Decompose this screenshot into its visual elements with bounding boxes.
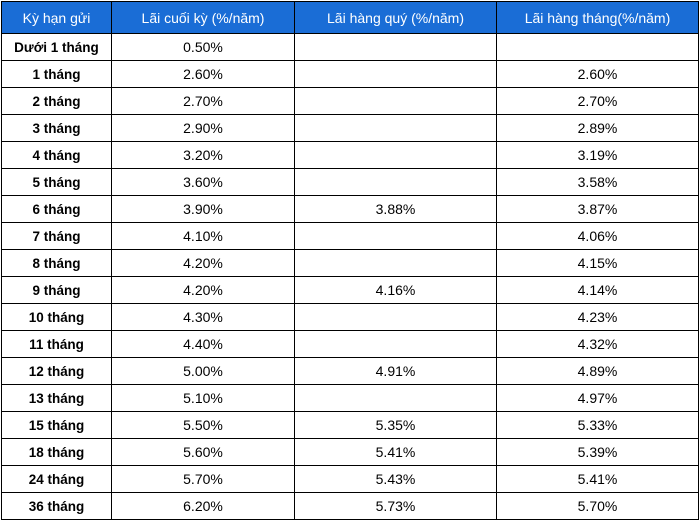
table-row: 18 tháng 5.60% 5.41% 5.39% (1, 438, 699, 466)
monthly-rate-cell: 2.70% (496, 87, 699, 115)
end-of-term-rate-cell: 5.60% (111, 438, 295, 466)
monthly-rate-cell: 3.87% (496, 195, 699, 223)
quarterly-rate-cell (294, 222, 497, 250)
end-of-term-rate-cell: 2.70% (111, 87, 295, 115)
table-header: Kỳ hạn gửi Lãi cuối kỳ (%/năm) Lãi hàng … (1, 1, 699, 34)
term-cell: 18 tháng (1, 438, 112, 466)
header-end-of-term-rate: Lãi cuối kỳ (%/năm) (111, 1, 295, 34)
term-cell: 12 tháng (1, 357, 112, 385)
table-row: 7 tháng 4.10% 4.06% (1, 222, 699, 250)
end-of-term-rate-cell: 5.10% (111, 384, 295, 412)
table-row: 6 tháng 3.90% 3.88% 3.87% (1, 195, 699, 223)
quarterly-rate-cell: 5.41% (294, 438, 497, 466)
table-row: 3 tháng 2.90% 2.89% (1, 114, 699, 142)
end-of-term-rate-cell: 6.20% (111, 492, 295, 520)
quarterly-rate-cell (294, 249, 497, 277)
monthly-rate-cell: 4.06% (496, 222, 699, 250)
end-of-term-rate-cell: 2.60% (111, 60, 295, 88)
monthly-rate-cell: 2.60% (496, 60, 699, 88)
monthly-rate-cell (496, 33, 699, 61)
monthly-rate-cell: 4.15% (496, 249, 699, 277)
monthly-rate-cell: 3.58% (496, 168, 699, 196)
end-of-term-rate-cell: 3.90% (111, 195, 295, 223)
term-cell: 9 tháng (1, 276, 112, 304)
quarterly-rate-cell: 5.73% (294, 492, 497, 520)
end-of-term-rate-cell: 0.50% (111, 33, 295, 61)
monthly-rate-cell: 4.23% (496, 303, 699, 331)
monthly-rate-cell: 4.97% (496, 384, 699, 412)
end-of-term-rate-cell: 4.20% (111, 249, 295, 277)
monthly-rate-cell: 3.19% (496, 141, 699, 169)
monthly-rate-cell: 2.89% (496, 114, 699, 142)
quarterly-rate-cell (294, 33, 497, 61)
end-of-term-rate-cell: 5.50% (111, 411, 295, 439)
table-row: 12 tháng 5.00% 4.91% 4.89% (1, 357, 699, 385)
end-of-term-rate-cell: 2.90% (111, 114, 295, 142)
monthly-rate-cell: 5.41% (496, 465, 699, 493)
table-row: 13 tháng 5.10% 4.97% (1, 384, 699, 412)
term-cell: 36 tháng (1, 492, 112, 520)
header-term: Kỳ hạn gửi (1, 1, 112, 34)
end-of-term-rate-cell: 4.20% (111, 276, 295, 304)
table-row: 1 tháng 2.60% 2.60% (1, 60, 699, 88)
table-row: 8 tháng 4.20% 4.15% (1, 249, 699, 277)
table-row: 4 tháng 3.20% 3.19% (1, 141, 699, 169)
table-row: 24 tháng 5.70% 5.43% 5.41% (1, 465, 699, 493)
header-monthly-rate: Lãi hàng tháng(%/năm) (496, 1, 699, 34)
quarterly-rate-cell (294, 330, 497, 358)
term-cell: 13 tháng (1, 384, 112, 412)
term-cell: 6 tháng (1, 195, 112, 223)
end-of-term-rate-cell: 5.70% (111, 465, 295, 493)
term-cell: 3 tháng (1, 114, 112, 142)
term-cell: 2 tháng (1, 87, 112, 115)
table-row: 10 tháng 4.30% 4.23% (1, 303, 699, 331)
monthly-rate-cell: 4.14% (496, 276, 699, 304)
quarterly-rate-cell (294, 114, 497, 142)
quarterly-rate-cell (294, 303, 497, 331)
table-row: 5 tháng 3.60% 3.58% (1, 168, 699, 196)
quarterly-rate-cell (294, 141, 497, 169)
end-of-term-rate-cell: 4.10% (111, 222, 295, 250)
end-of-term-rate-cell: 4.40% (111, 330, 295, 358)
term-cell: 15 tháng (1, 411, 112, 439)
term-cell: 11 tháng (1, 330, 112, 358)
table-row: 2 tháng 2.70% 2.70% (1, 87, 699, 115)
monthly-rate-cell: 5.70% (496, 492, 699, 520)
term-cell: 24 tháng (1, 465, 112, 493)
term-cell: 7 tháng (1, 222, 112, 250)
quarterly-rate-cell: 5.35% (294, 411, 497, 439)
table-row: 11 tháng 4.40% 4.32% (1, 330, 699, 358)
quarterly-rate-cell (294, 87, 497, 115)
end-of-term-rate-cell: 3.20% (111, 141, 295, 169)
quarterly-rate-cell (294, 168, 497, 196)
end-of-term-rate-cell: 4.30% (111, 303, 295, 331)
quarterly-rate-cell (294, 384, 497, 412)
monthly-rate-cell: 5.39% (496, 438, 699, 466)
quarterly-rate-cell: 4.16% (294, 276, 497, 304)
table-row: 36 tháng 6.20% 5.73% 5.70% (1, 492, 699, 520)
monthly-rate-cell: 4.89% (496, 357, 699, 385)
end-of-term-rate-cell: 3.60% (111, 168, 295, 196)
quarterly-rate-cell: 3.88% (294, 195, 497, 223)
term-cell: 4 tháng (1, 141, 112, 169)
quarterly-rate-cell (294, 60, 497, 88)
term-cell: 10 tháng (1, 303, 112, 331)
quarterly-rate-cell: 4.91% (294, 357, 497, 385)
term-cell: Dưới 1 tháng (1, 33, 112, 61)
term-cell: 1 tháng (1, 60, 112, 88)
end-of-term-rate-cell: 5.00% (111, 357, 295, 385)
header-row: Kỳ hạn gửi Lãi cuối kỳ (%/năm) Lãi hàng … (1, 1, 699, 34)
term-cell: 8 tháng (1, 249, 112, 277)
table-row: 15 tháng 5.50% 5.35% 5.33% (1, 411, 699, 439)
table-row: 9 tháng 4.20% 4.16% 4.14% (1, 276, 699, 304)
header-quarterly-rate: Lãi hàng quý (%/năm) (294, 1, 497, 34)
term-cell: 5 tháng (1, 168, 112, 196)
quarterly-rate-cell: 5.43% (294, 465, 497, 493)
monthly-rate-cell: 4.32% (496, 330, 699, 358)
monthly-rate-cell: 5.33% (496, 411, 699, 439)
table-body: Dưới 1 tháng 0.50% 1 tháng 2.60% 2.60% 2 thán… (1, 33, 699, 520)
table-row: Dưới 1 tháng 0.50% (1, 33, 699, 61)
